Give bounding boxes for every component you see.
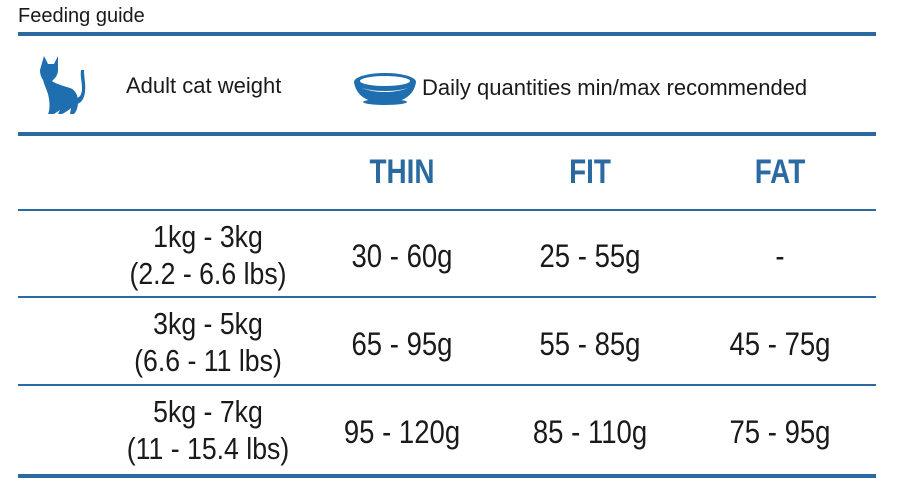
page-title: Feeding guide (18, 5, 145, 27)
weight-lbs: (2.2 - 6.6 lbs) (129, 256, 287, 291)
table-bottom-rule (18, 474, 876, 478)
cell-fit: 55 - 85g (539, 326, 641, 362)
table-row-weight: 1kg - 3kg (2.2 - 6.6 lbs) (109, 218, 307, 292)
cell-fat: - (775, 238, 785, 274)
daily-quantities-label: Daily quantities min/max recommended (422, 75, 808, 100)
column-header-thin: THIN (369, 153, 435, 191)
row-divider (18, 384, 876, 386)
row-divider (18, 296, 876, 298)
weight-lbs: (11 - 15.4 lbs) (126, 431, 290, 466)
food-bowl-icon (354, 73, 416, 105)
cell-thin: 65 - 95g (351, 326, 453, 362)
header-bottom-rule (18, 132, 876, 136)
weight-kg: 1kg - 3kg (153, 219, 263, 254)
cell-fit: 25 - 55g (539, 238, 641, 274)
cell-thin: 30 - 60g (351, 238, 453, 274)
cell-fat: 75 - 95g (729, 414, 831, 450)
header-top-rule (18, 32, 876, 36)
weight-kg: 3kg - 5kg (153, 306, 263, 341)
column-header-fat: FAT (754, 153, 806, 191)
cell-fat: 45 - 75g (729, 326, 831, 362)
row-divider (18, 209, 876, 211)
adult-cat-weight-label: Adult cat weight (126, 73, 282, 98)
column-header-fit: FIT (569, 153, 611, 191)
table-row-weight: 5kg - 7kg (11 - 15.4 lbs) (109, 393, 307, 467)
cell-fit: 85 - 110g (532, 414, 648, 450)
cat-silhouette-icon (40, 56, 86, 114)
weight-lbs: (6.6 - 11 lbs) (134, 343, 282, 378)
weight-kg: 5kg - 7kg (153, 394, 263, 429)
cell-thin: 95 - 120g (343, 414, 461, 450)
table-row-weight: 3kg - 5kg (6.6 - 11 lbs) (109, 305, 307, 379)
